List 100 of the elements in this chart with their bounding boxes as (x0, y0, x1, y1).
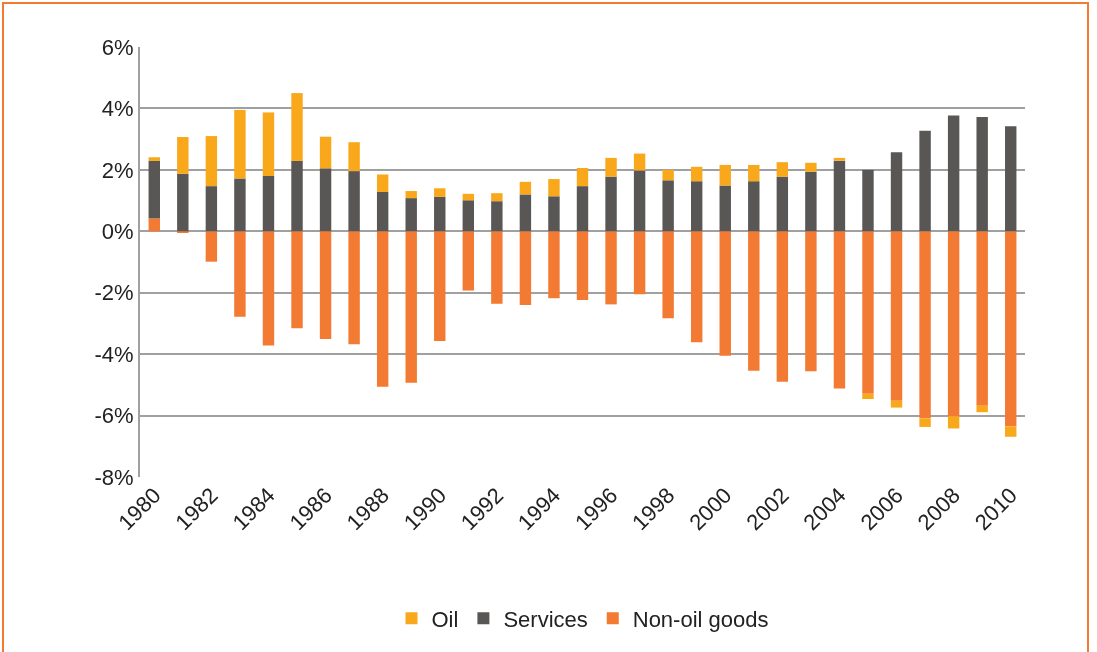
bar (1005, 126, 1017, 232)
bar (862, 231, 874, 394)
bar (662, 231, 674, 319)
bar (576, 231, 589, 301)
bar (434, 196, 446, 232)
bar (919, 231, 931, 419)
bar (462, 231, 475, 291)
bar (633, 231, 646, 295)
legend-label: Non-oil goods (632, 606, 769, 632)
legend-label: Oil (431, 606, 459, 632)
bar (719, 185, 731, 232)
bar (491, 201, 503, 232)
bar (376, 231, 389, 387)
bar (148, 157, 160, 161)
bar (234, 231, 246, 317)
bar (605, 157, 617, 177)
bar (776, 176, 789, 232)
bar (947, 231, 960, 417)
bar (291, 93, 303, 161)
bar (462, 200, 475, 232)
bar (833, 231, 846, 389)
bar (833, 157, 846, 161)
bar (1005, 426, 1017, 437)
bar (776, 231, 789, 382)
bar (633, 153, 646, 171)
bar (291, 231, 303, 329)
bar (890, 231, 903, 401)
bar (662, 180, 674, 232)
bar (262, 112, 275, 176)
bar (519, 194, 532, 232)
legend-label: Services (503, 606, 588, 632)
bar (348, 142, 360, 172)
bar (376, 174, 389, 192)
bar (633, 170, 646, 232)
y-tick-label: -2% (94, 280, 134, 306)
bar (748, 164, 760, 182)
bar (576, 186, 589, 232)
bar (205, 136, 218, 187)
bar (947, 416, 960, 429)
bar (748, 231, 760, 371)
bar (890, 152, 903, 232)
bar (919, 418, 931, 427)
bar (405, 191, 417, 199)
bar (405, 198, 417, 232)
bar (405, 231, 417, 383)
bar (690, 166, 703, 182)
bar (548, 231, 560, 299)
bar (491, 231, 503, 304)
bar (976, 231, 988, 406)
bar (805, 231, 817, 372)
bar (491, 193, 503, 202)
bar (947, 115, 960, 232)
bar (548, 196, 560, 232)
bar (976, 117, 988, 232)
y-tick-label: 6% (101, 34, 134, 60)
bar (1005, 231, 1017, 427)
bar (548, 179, 560, 197)
y-tick-label: -4% (94, 341, 134, 367)
bar (576, 168, 589, 187)
bar (719, 164, 731, 186)
bar (919, 130, 931, 232)
bar (205, 186, 218, 232)
bar (262, 231, 275, 346)
bar (177, 136, 189, 174)
bar (376, 191, 389, 232)
y-tick-label: 2% (101, 157, 134, 183)
bar (662, 169, 674, 181)
bar (434, 231, 446, 341)
bar (348, 231, 360, 345)
bar (434, 188, 446, 197)
bar (805, 162, 817, 172)
bar (234, 178, 246, 232)
bar (862, 393, 874, 399)
bar (319, 136, 332, 169)
bar (605, 231, 617, 305)
y-tick-label: 4% (101, 96, 134, 122)
bar (890, 400, 903, 408)
bar (690, 231, 703, 343)
bar (348, 171, 360, 232)
bar (148, 160, 160, 219)
bar (719, 231, 731, 356)
bar (205, 231, 218, 262)
bar (748, 181, 760, 232)
bar (805, 171, 817, 232)
bar (177, 173, 189, 232)
y-tick-label: 0% (101, 218, 134, 244)
bar (291, 160, 303, 232)
y-tick-label: -6% (94, 403, 134, 429)
bar (262, 176, 275, 232)
bar (862, 169, 874, 232)
bar (319, 231, 332, 340)
y-tick-label: -8% (94, 464, 134, 490)
bar (519, 181, 532, 195)
bar (148, 218, 160, 232)
bar (234, 109, 246, 179)
bar (605, 176, 617, 232)
bar (776, 162, 789, 177)
bar (319, 168, 332, 232)
bar (690, 181, 703, 232)
bar (976, 405, 988, 413)
